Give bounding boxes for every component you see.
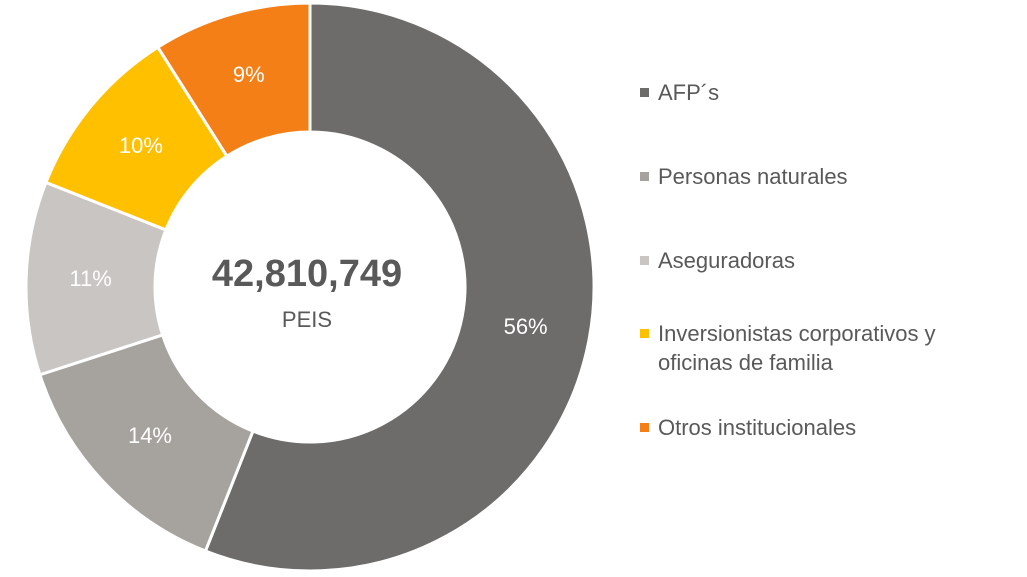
legend-label: Otros institucionales bbox=[658, 415, 857, 440]
data-label: 10% bbox=[119, 133, 163, 158]
legend-swatch bbox=[640, 329, 649, 338]
data-label: 11% bbox=[69, 266, 111, 291]
legend-swatch bbox=[640, 256, 649, 265]
legend-swatch bbox=[640, 423, 649, 432]
legend-item: Inversionistas corporativos y oficinas d… bbox=[640, 319, 1003, 377]
legend-label: Personas naturales bbox=[658, 164, 848, 189]
center-subtitle: PEIS bbox=[282, 307, 332, 332]
data-label: 14% bbox=[128, 423, 172, 448]
data-label: 9% bbox=[233, 62, 265, 87]
slice bbox=[203, 1, 596, 573]
legend-label: Inversionistas corporativos y oficinas d… bbox=[658, 321, 936, 375]
legend-item: AFP´s bbox=[640, 78, 1003, 107]
legend-swatch bbox=[640, 88, 649, 97]
legend-label: AFP´s bbox=[658, 80, 720, 105]
legend-item: Aseguradoras bbox=[640, 246, 1003, 275]
slice bbox=[155, 1, 312, 159]
center-title: 42,810,749 bbox=[212, 253, 402, 295]
legend-item: Personas naturales bbox=[640, 162, 1003, 191]
legend-label: Aseguradoras bbox=[658, 248, 795, 273]
legend-item: Otros institucionales bbox=[640, 413, 1003, 442]
legend-swatch bbox=[640, 172, 649, 181]
data-label: 56% bbox=[504, 314, 548, 339]
